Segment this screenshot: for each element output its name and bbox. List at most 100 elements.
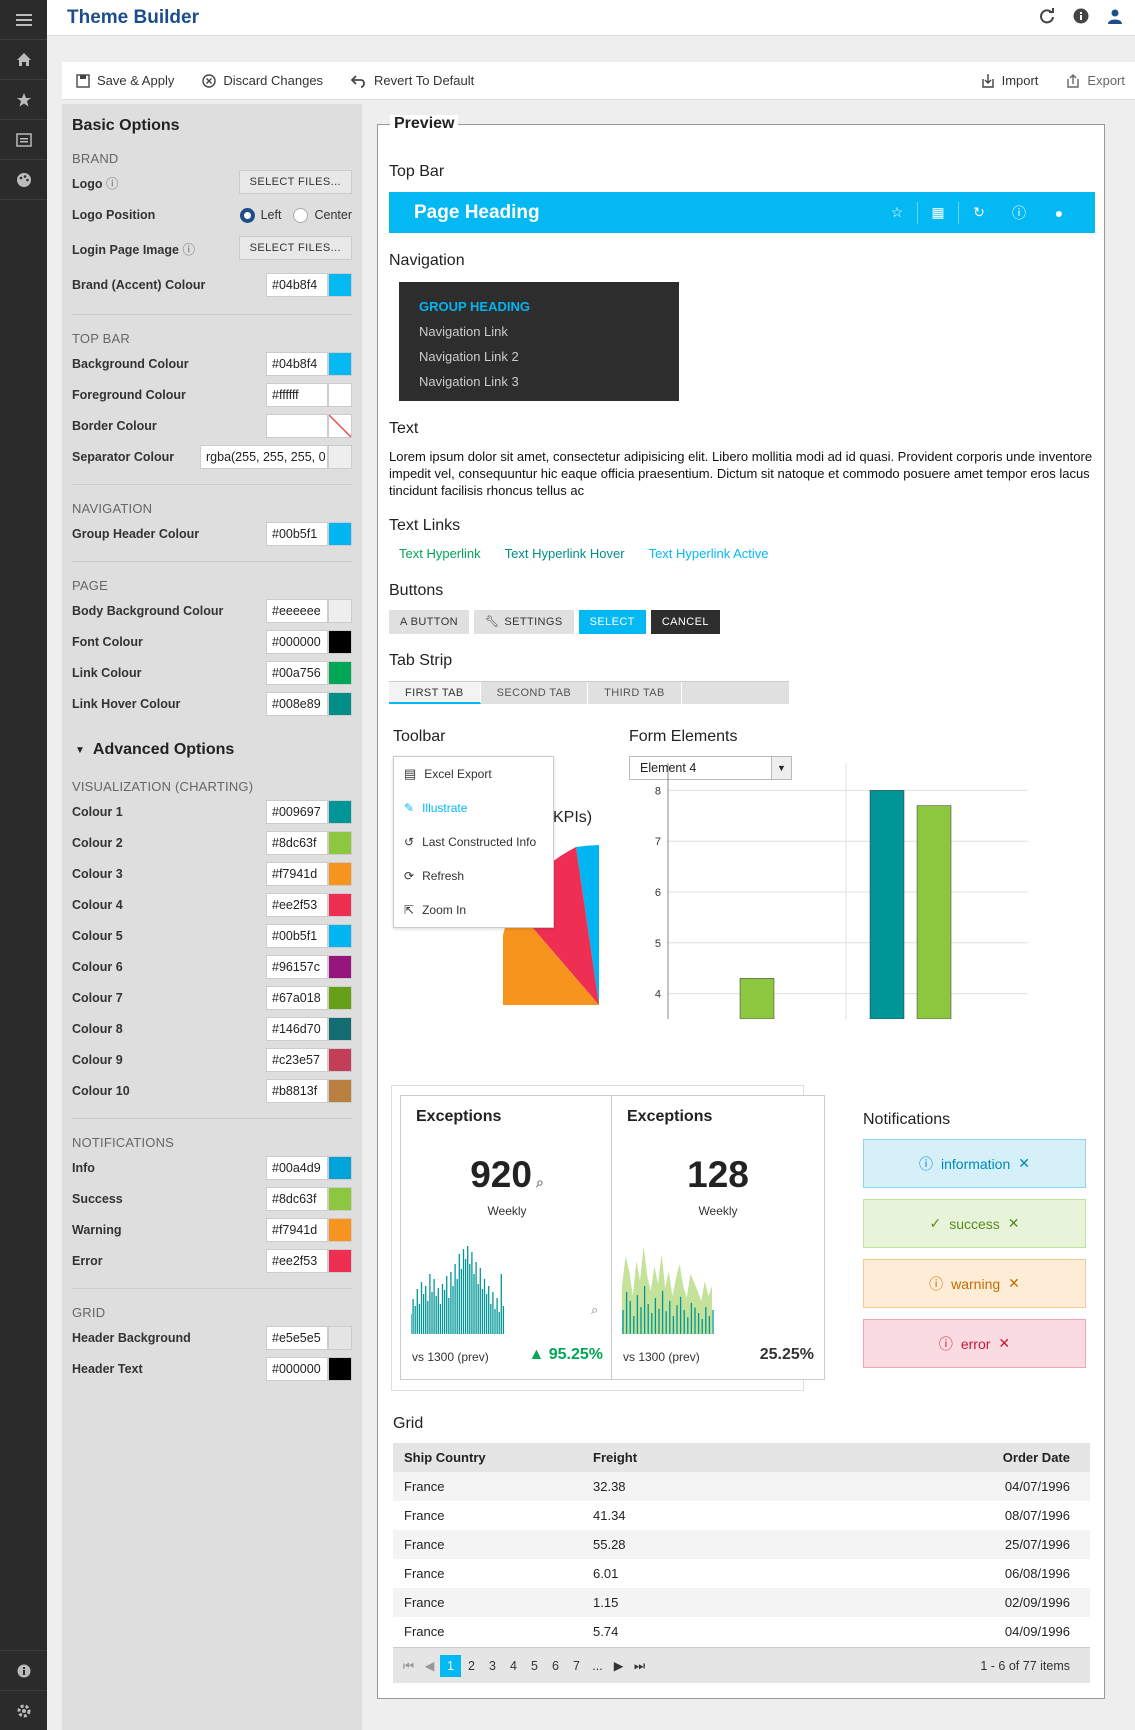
user-icon[interactable] [1107,8,1123,27]
element-dropdown[interactable]: Element 4 ▼ [629,756,792,780]
info-icon[interactable]: ⓘ [1012,204,1026,221]
tab-second[interactable]: SECOND TAB [481,682,589,704]
logo-position-center-radio[interactable]: Center [293,207,352,223]
logo-select-files-button[interactable]: SELECT FILES... [238,170,352,194]
viz-colour-input[interactable]: #8dc63f [266,830,328,855]
grid-icon[interactable]: ▦ [931,204,945,220]
tab-first[interactable]: FIRST TAB [389,682,481,704]
close-icon[interactable]: ✕ [998,1335,1011,1351]
star-icon[interactable] [0,80,47,120]
login-image-select-files-button[interactable]: SELECT FILES... [238,236,352,260]
tab-third[interactable]: THIRD TAB [588,682,682,704]
menu-item-excel-export[interactable]: ▤ Excel Export [404,766,492,781]
table-row[interactable]: France 55.28 25/07/1996 [393,1530,1090,1559]
viz-colour-swatch[interactable] [328,954,352,979]
save-apply-button[interactable]: Save & Apply [76,73,174,88]
table-row[interactable]: France 6.01 06/08/1996 [393,1559,1090,1588]
next-page-icon[interactable]: ▶ [613,1658,624,1673]
menu-item-illustrate[interactable]: ✎ Illustrate [404,801,468,815]
gear-icon[interactable] [0,1690,47,1730]
viz-colour-input[interactable]: #c23e57 [266,1047,328,1072]
list-icon[interactable] [0,120,47,160]
nav-link[interactable]: Navigation Link 3 [419,374,519,389]
viz-colour-swatch[interactable] [328,861,352,886]
viz-colour-swatch[interactable] [328,892,352,917]
close-icon[interactable]: ✕ [1007,1215,1020,1231]
import-button[interactable]: Import [981,73,1038,88]
text-hyperlink-hover[interactable]: Text Hyperlink Hover [504,546,625,561]
notification-colour-swatch[interactable] [328,1186,352,1211]
accent-colour-input[interactable]: #04b8f4 [266,273,328,297]
viz-colour-input[interactable]: #00b5f1 [266,923,328,948]
viz-colour-swatch[interactable] [328,1078,352,1103]
table-row[interactable]: France 5.74 04/09/1996 [393,1617,1090,1646]
grid-header-cell[interactable]: Ship Country [404,1450,486,1465]
text-hyperlink-active[interactable]: Text Hyperlink Active [648,546,769,561]
viz-colour-input[interactable]: #b8813f [266,1078,328,1103]
topbar-bg-swatch[interactable] [328,351,352,376]
topbar-fg-input[interactable]: #ffffff [266,382,328,407]
font-colour-swatch[interactable] [328,629,352,654]
close-icon[interactable]: ✕ [1018,1155,1030,1171]
grid-header-cell[interactable]: Order Date [1002,1450,1070,1465]
refresh-icon[interactable]: ↻ [973,204,985,220]
revert-default-button[interactable]: Revert To Default [351,73,474,88]
topbar-bg-input[interactable]: #04b8f4 [266,351,328,376]
page-number[interactable]: 7 [573,1658,580,1673]
logo-position-left-radio[interactable]: Left [239,207,281,223]
notification-colour-input[interactable]: #ee2f53 [266,1248,328,1273]
settings-button[interactable]: 🔧︎ SETTINGS [474,610,574,634]
discard-changes-button[interactable]: Discard Changes [202,73,323,88]
viz-colour-swatch[interactable] [328,1016,352,1041]
text-hyperlink[interactable]: Text Hyperlink [399,546,481,561]
viz-colour-input[interactable]: #67a018 [266,985,328,1010]
viz-colour-input[interactable]: #ee2f53 [266,892,328,917]
viz-colour-swatch[interactable] [328,830,352,855]
home-icon[interactable] [0,40,47,80]
notification-colour-swatch[interactable] [328,1155,352,1180]
menu-icon[interactable] [0,0,47,40]
accent-colour-swatch[interactable] [328,273,352,297]
advanced-options-toggle[interactable]: ▼ Advanced Options [72,741,352,759]
prev-page-icon[interactable]: ◀ [424,1658,435,1673]
topbar-fg-swatch[interactable] [328,382,352,407]
viz-colour-swatch[interactable] [328,985,352,1010]
export-button[interactable]: Export [1066,73,1125,88]
viz-colour-swatch[interactable] [328,1047,352,1072]
star-icon[interactable]: ☆ [890,204,904,220]
viz-colour-input[interactable]: #96157c [266,954,328,979]
notification-colour-input[interactable]: #f7941d [266,1217,328,1242]
grid-header-text-input[interactable]: #000000 [266,1356,328,1381]
link-hover-input[interactable]: #008e89 [266,691,328,716]
viz-colour-input[interactable]: #f7941d [266,861,328,886]
nav-link[interactable]: Navigation Link [419,324,508,339]
group-header-input[interactable]: #00b5f1 [266,521,328,546]
first-page-icon[interactable]: ⏮ [402,1658,415,1673]
page-number[interactable]: ... [592,1658,603,1673]
page-number[interactable]: 1 [440,1654,461,1677]
menu-item-last-info[interactable]: ↺ Last Constructed Info [404,835,537,849]
link-hover-swatch[interactable] [328,691,352,716]
grid-header-cell[interactable]: Freight [593,1450,638,1465]
select-button[interactable]: SELECT [578,610,646,634]
topbar-sep-input[interactable]: rgba(255, 255, 255, 0 [200,444,328,469]
user-icon[interactable]: ● [1054,204,1064,221]
page-number[interactable]: 5 [531,1658,538,1673]
menu-item-refresh[interactable]: ⟳ Refresh [404,869,465,883]
viz-colour-input[interactable]: #146d70 [266,1016,328,1041]
topbar-border-swatch[interactable] [328,413,352,438]
viz-colour-input[interactable]: #009697 [266,799,328,824]
body-bg-swatch[interactable] [328,598,352,623]
viz-colour-swatch[interactable] [328,799,352,824]
grid-header-bg-input[interactable]: #e5e5e5 [266,1325,328,1350]
notification-colour-input[interactable]: #00a4d9 [266,1155,328,1180]
topbar-border-input[interactable] [266,413,328,438]
page-number[interactable]: 4 [510,1658,517,1673]
info-icon[interactable] [0,1650,47,1690]
notification-colour-swatch[interactable] [328,1248,352,1273]
table-row[interactable]: France 1.15 02/09/1996 [393,1588,1090,1617]
table-row[interactable]: France 41.34 08/07/1996 [393,1501,1090,1530]
page-number[interactable]: 3 [489,1658,496,1673]
topbar-sep-swatch[interactable] [328,444,352,469]
grid-header-bg-swatch[interactable] [328,1325,352,1350]
